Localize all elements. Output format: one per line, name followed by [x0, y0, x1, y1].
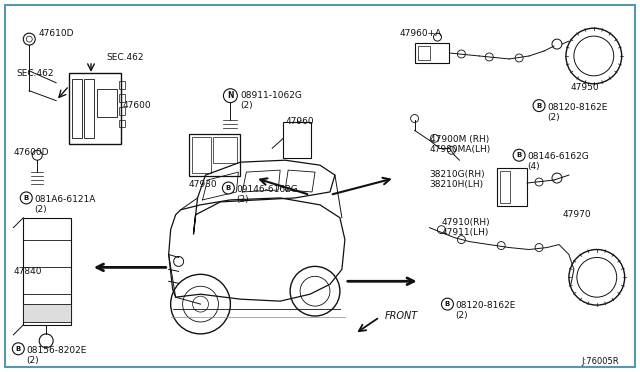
Circle shape: [173, 256, 184, 266]
Circle shape: [552, 39, 562, 49]
Text: SEC.462: SEC.462: [17, 69, 54, 78]
Text: 47950: 47950: [571, 83, 600, 92]
Bar: [84, 79, 94, 138]
Text: B: B: [226, 185, 231, 191]
Circle shape: [223, 182, 234, 194]
Text: (2): (2): [456, 311, 468, 320]
Circle shape: [411, 115, 419, 122]
Circle shape: [577, 257, 617, 297]
Circle shape: [566, 28, 621, 84]
Circle shape: [533, 100, 545, 112]
Bar: [119, 119, 125, 128]
Text: (2): (2): [26, 356, 39, 365]
Bar: [189, 134, 241, 176]
Text: 38210H(LH): 38210H(LH): [429, 180, 484, 189]
Bar: [191, 137, 211, 173]
Circle shape: [431, 134, 438, 142]
Text: (2): (2): [35, 205, 47, 214]
Bar: [97, 89, 117, 116]
Text: B: B: [24, 195, 29, 201]
Circle shape: [535, 244, 543, 251]
Text: B: B: [16, 346, 21, 352]
Circle shape: [438, 226, 445, 234]
Bar: [23, 304, 71, 322]
Text: 09146-6162G: 09146-6162G: [236, 185, 298, 194]
Circle shape: [223, 89, 237, 103]
Text: 47600D: 47600D: [13, 148, 49, 157]
Circle shape: [535, 178, 543, 186]
Circle shape: [485, 53, 493, 61]
Text: 47600: 47600: [123, 101, 152, 110]
Bar: [283, 122, 311, 158]
Text: 47900M (RH): 47900M (RH): [429, 135, 489, 144]
Text: 081A6-6121A: 081A6-6121A: [35, 195, 95, 204]
Text: 08120-8162E: 08120-8162E: [456, 301, 516, 310]
Circle shape: [290, 266, 340, 316]
Bar: [119, 94, 125, 102]
Text: SEC.462: SEC.462: [106, 53, 143, 62]
Text: B: B: [445, 301, 450, 307]
Circle shape: [26, 36, 32, 42]
Bar: [119, 81, 125, 89]
Circle shape: [569, 250, 625, 305]
Text: N: N: [227, 91, 234, 100]
Text: (4): (4): [527, 162, 540, 171]
Circle shape: [458, 235, 465, 244]
Text: 47900MA(LH): 47900MA(LH): [429, 145, 491, 154]
Text: 08156-8202E: 08156-8202E: [26, 346, 86, 355]
Text: 08120-8162E: 08120-8162E: [547, 103, 607, 112]
Circle shape: [458, 50, 465, 58]
Text: J:76005R: J:76005R: [581, 357, 619, 366]
Circle shape: [39, 334, 53, 348]
Bar: [500, 171, 510, 203]
Circle shape: [182, 286, 218, 322]
Circle shape: [300, 276, 330, 306]
Text: (2): (2): [236, 195, 249, 204]
Text: B: B: [536, 103, 541, 109]
Circle shape: [447, 146, 456, 154]
Text: B: B: [516, 152, 522, 158]
Text: 47910(RH): 47910(RH): [442, 218, 490, 227]
Circle shape: [20, 192, 32, 204]
Circle shape: [32, 150, 42, 160]
Bar: [415, 43, 449, 63]
Bar: [417, 46, 429, 60]
Text: 47970: 47970: [563, 210, 591, 219]
Text: 08146-6162G: 08146-6162G: [527, 152, 589, 161]
Text: 47960: 47960: [285, 116, 314, 125]
Bar: [497, 168, 527, 206]
Text: 47930: 47930: [189, 180, 217, 189]
Circle shape: [433, 33, 442, 41]
Circle shape: [552, 173, 562, 183]
Text: 47610D: 47610D: [38, 29, 74, 38]
Bar: [214, 137, 237, 163]
Text: (2): (2): [241, 101, 253, 110]
Text: 38210G(RH): 38210G(RH): [429, 170, 485, 179]
Text: 47840: 47840: [13, 267, 42, 276]
Text: 47911(LH): 47911(LH): [442, 228, 489, 237]
Circle shape: [171, 274, 230, 334]
Text: 08911-1062G: 08911-1062G: [241, 91, 302, 100]
Circle shape: [513, 149, 525, 161]
Circle shape: [574, 36, 614, 76]
Circle shape: [497, 241, 505, 250]
Circle shape: [193, 296, 209, 312]
Circle shape: [515, 54, 523, 62]
Bar: [69, 73, 121, 144]
Bar: [72, 79, 82, 138]
Bar: [23, 218, 71, 325]
Circle shape: [23, 33, 35, 45]
Circle shape: [12, 343, 24, 355]
Bar: [119, 107, 125, 115]
Text: FRONT: FRONT: [385, 311, 418, 321]
Circle shape: [442, 298, 453, 310]
Text: 47960+A: 47960+A: [399, 29, 442, 38]
Text: (2): (2): [547, 113, 559, 122]
